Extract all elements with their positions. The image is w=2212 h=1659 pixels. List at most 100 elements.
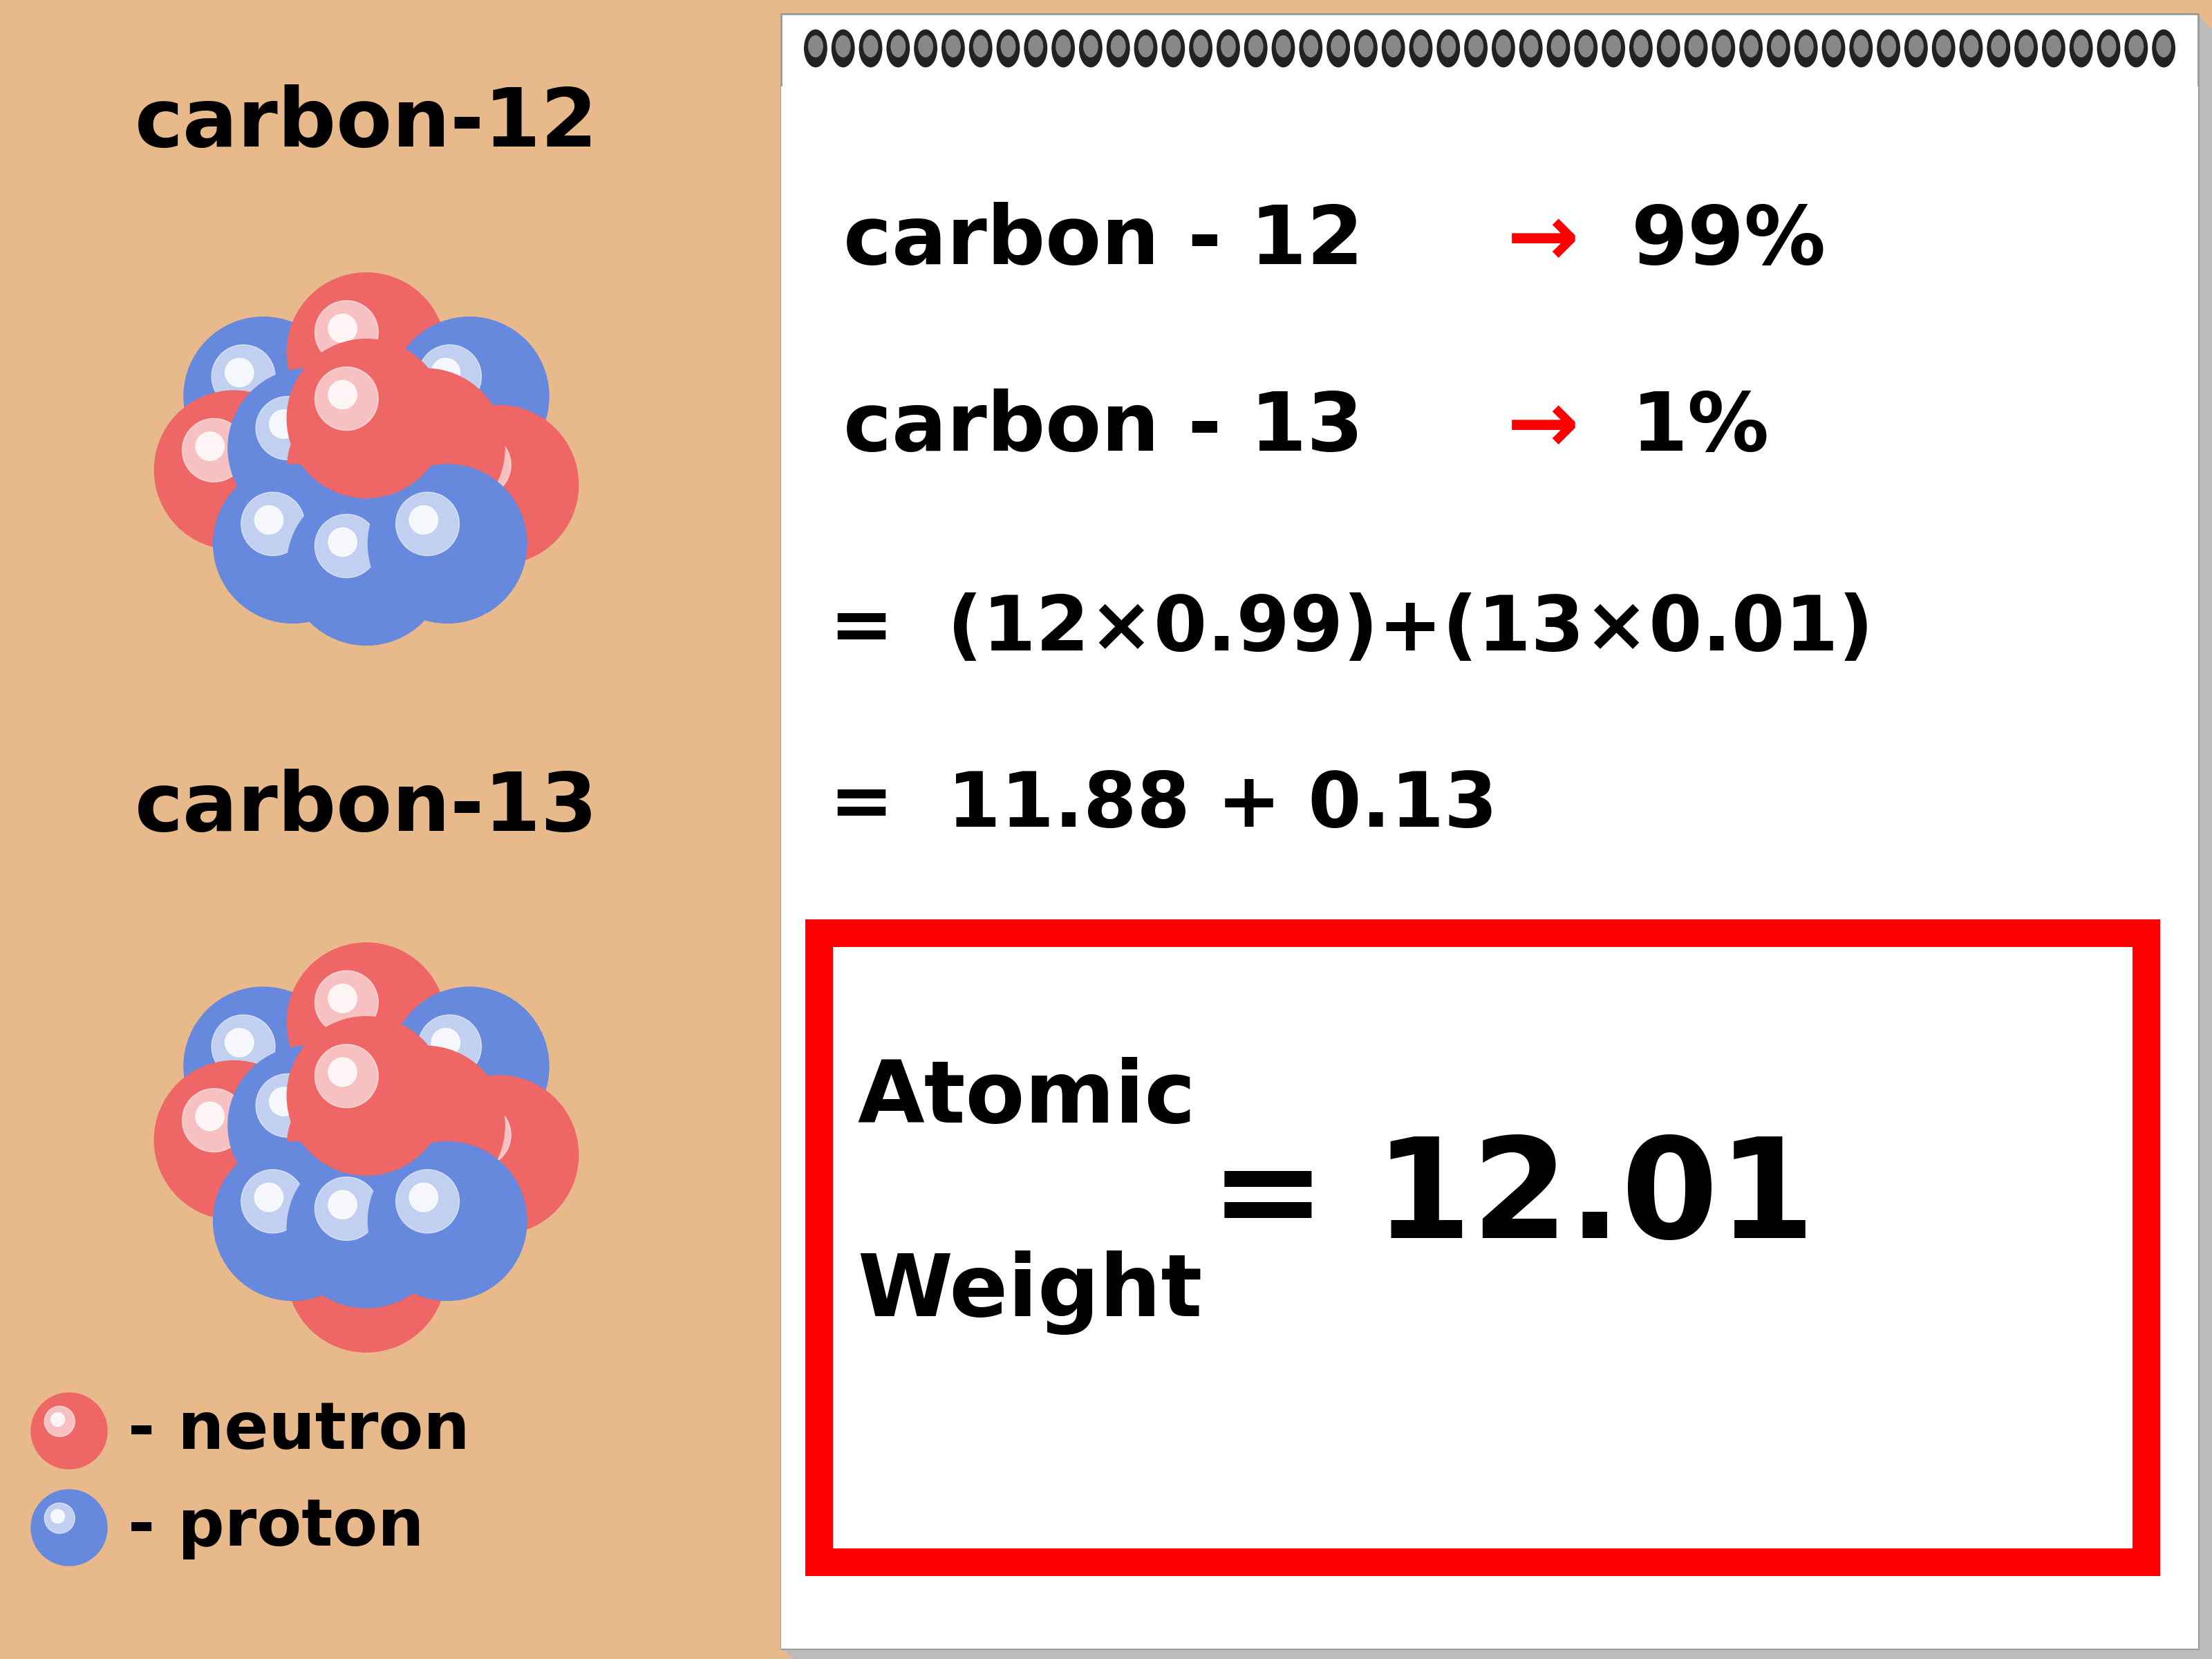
Ellipse shape	[807, 35, 823, 58]
Ellipse shape	[1495, 35, 1511, 58]
Circle shape	[288, 942, 445, 1102]
Circle shape	[51, 1413, 64, 1427]
Bar	[787, 20, 2203, 1654]
Ellipse shape	[942, 30, 964, 68]
Circle shape	[155, 390, 314, 549]
Text: carbon - 12: carbon - 12	[843, 202, 1363, 282]
Bar	[781, 13, 2199, 1649]
Ellipse shape	[1440, 35, 1455, 58]
Ellipse shape	[1794, 30, 1818, 68]
Ellipse shape	[1683, 30, 1708, 68]
Ellipse shape	[995, 30, 1020, 68]
Ellipse shape	[1166, 35, 1181, 58]
Ellipse shape	[1964, 35, 1980, 58]
Circle shape	[288, 338, 445, 498]
Circle shape	[327, 1191, 356, 1219]
Circle shape	[409, 506, 438, 534]
Ellipse shape	[1712, 30, 1734, 68]
Circle shape	[288, 486, 445, 645]
Ellipse shape	[1298, 30, 1323, 68]
Circle shape	[270, 1087, 299, 1117]
Ellipse shape	[1546, 30, 1571, 68]
Bar	[781, 86, 2199, 1649]
Ellipse shape	[1661, 35, 1677, 58]
Circle shape	[254, 506, 283, 534]
Ellipse shape	[1936, 35, 1951, 58]
Circle shape	[460, 1117, 489, 1145]
Ellipse shape	[2128, 35, 2143, 58]
Ellipse shape	[1079, 30, 1102, 68]
Ellipse shape	[1029, 35, 1044, 58]
Ellipse shape	[1630, 30, 1652, 68]
Ellipse shape	[1960, 30, 1982, 68]
Text: =  (12×0.99)+(13×0.01): = (12×0.99)+(13×0.01)	[830, 592, 1874, 665]
Circle shape	[228, 368, 387, 528]
Ellipse shape	[1327, 30, 1349, 68]
Ellipse shape	[2097, 30, 2121, 68]
Ellipse shape	[1139, 35, 1152, 58]
Ellipse shape	[1332, 35, 1345, 58]
Circle shape	[241, 1170, 305, 1233]
Text: 99%: 99%	[1632, 202, 1827, 282]
Circle shape	[431, 358, 460, 387]
Circle shape	[314, 1221, 378, 1284]
Circle shape	[51, 1510, 64, 1523]
Circle shape	[327, 1234, 356, 1262]
Text: →: →	[1506, 201, 1579, 284]
Ellipse shape	[1772, 35, 1785, 58]
Circle shape	[226, 358, 254, 387]
Circle shape	[195, 431, 223, 461]
Ellipse shape	[1106, 30, 1130, 68]
Circle shape	[327, 380, 356, 410]
Ellipse shape	[1051, 30, 1075, 68]
Ellipse shape	[2152, 30, 2174, 68]
Circle shape	[184, 987, 343, 1146]
Ellipse shape	[1905, 30, 1929, 68]
Ellipse shape	[858, 30, 883, 68]
Circle shape	[409, 1183, 438, 1211]
Ellipse shape	[973, 35, 989, 58]
Ellipse shape	[1469, 35, 1484, 58]
Ellipse shape	[945, 35, 960, 58]
Ellipse shape	[2046, 35, 2062, 58]
Ellipse shape	[863, 35, 878, 58]
Ellipse shape	[2124, 30, 2148, 68]
Ellipse shape	[1385, 35, 1400, 58]
Ellipse shape	[832, 30, 854, 68]
Circle shape	[396, 1170, 460, 1233]
Ellipse shape	[2015, 30, 2037, 68]
Bar	[794, 28, 2212, 1659]
Ellipse shape	[1606, 35, 1621, 58]
Circle shape	[327, 314, 356, 343]
Circle shape	[44, 1503, 75, 1533]
Circle shape	[212, 1141, 372, 1301]
Ellipse shape	[1991, 35, 2006, 58]
Ellipse shape	[1632, 35, 1648, 58]
Circle shape	[31, 1490, 106, 1566]
Ellipse shape	[1192, 35, 1208, 58]
Ellipse shape	[1135, 30, 1157, 68]
Ellipse shape	[1190, 30, 1212, 68]
Circle shape	[288, 1068, 445, 1228]
Circle shape	[212, 345, 274, 408]
Bar	[805, 919, 2161, 1576]
Circle shape	[327, 1110, 356, 1138]
Circle shape	[431, 1029, 460, 1057]
Ellipse shape	[1854, 35, 1869, 58]
Ellipse shape	[1767, 30, 1790, 68]
Circle shape	[345, 1047, 504, 1204]
Text: = 12.01: = 12.01	[1210, 1131, 1816, 1267]
Ellipse shape	[2073, 35, 2088, 58]
Circle shape	[314, 1097, 378, 1160]
Ellipse shape	[1825, 35, 1840, 58]
Ellipse shape	[1276, 35, 1292, 58]
Ellipse shape	[1909, 35, 1924, 58]
Circle shape	[314, 971, 378, 1034]
Ellipse shape	[1382, 30, 1405, 68]
Ellipse shape	[1491, 30, 1515, 68]
Ellipse shape	[1000, 35, 1015, 58]
Circle shape	[447, 433, 511, 496]
Circle shape	[257, 1073, 319, 1138]
Bar	[783, 17, 2201, 1651]
Circle shape	[345, 368, 504, 528]
